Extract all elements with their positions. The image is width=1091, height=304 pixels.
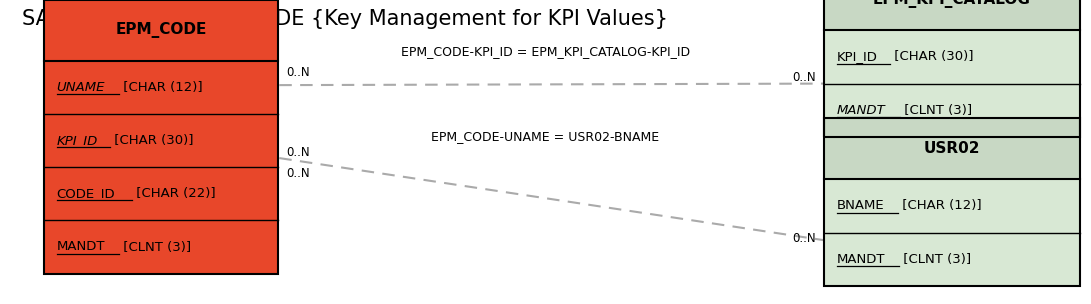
Text: KPI_ID: KPI_ID [837,50,877,64]
Text: EPM_CODE-KPI_ID = EPM_KPI_CATALOG-KPI_ID: EPM_CODE-KPI_ID = EPM_KPI_CATALOG-KPI_ID [400,45,691,58]
Text: [CLNT (3)]: [CLNT (3)] [899,253,971,266]
FancyBboxPatch shape [44,0,278,61]
Text: [CLNT (3)]: [CLNT (3)] [119,240,191,254]
Text: 0..N: 0..N [286,167,310,180]
Text: 0..N: 0..N [792,232,816,245]
FancyBboxPatch shape [44,114,278,167]
Text: MANDT: MANDT [837,104,886,117]
Text: SAP ABAP table EPM_CODE {Key Management for KPI Values}: SAP ABAP table EPM_CODE {Key Management … [22,9,668,30]
Text: BNAME: BNAME [837,199,885,212]
Text: CODE_ID: CODE_ID [57,187,116,200]
FancyBboxPatch shape [824,118,1080,179]
Text: UNAME: UNAME [57,81,105,94]
Text: 0..N: 0..N [792,71,816,84]
Text: USR02: USR02 [924,141,980,156]
Text: KPI_ID: KPI_ID [57,134,98,147]
Text: [CHAR (12)]: [CHAR (12)] [119,81,203,94]
Text: [CHAR (30)]: [CHAR (30)] [110,134,193,147]
FancyBboxPatch shape [824,30,1080,84]
FancyBboxPatch shape [44,220,278,274]
FancyBboxPatch shape [824,0,1080,30]
Text: [CHAR (22)]: [CHAR (22)] [132,187,216,200]
FancyBboxPatch shape [44,61,278,114]
Text: [CHAR (30)]: [CHAR (30)] [889,50,973,64]
Text: [CLNT (3)]: [CLNT (3)] [900,104,972,117]
FancyBboxPatch shape [824,179,1080,233]
Text: EPM_CODE-UNAME = USR02-BNAME: EPM_CODE-UNAME = USR02-BNAME [431,130,660,143]
FancyBboxPatch shape [824,84,1080,137]
Text: [CHAR (12)]: [CHAR (12)] [898,199,982,212]
FancyBboxPatch shape [44,167,278,220]
Text: 0..N: 0..N [286,67,310,79]
Text: MANDT: MANDT [57,240,105,254]
Text: MANDT: MANDT [837,253,885,266]
Text: EPM_CODE: EPM_CODE [116,22,206,38]
Text: 0..N: 0..N [286,146,310,158]
Text: EPM_KPI_CATALOG: EPM_KPI_CATALOG [873,0,1031,8]
FancyBboxPatch shape [824,233,1080,286]
